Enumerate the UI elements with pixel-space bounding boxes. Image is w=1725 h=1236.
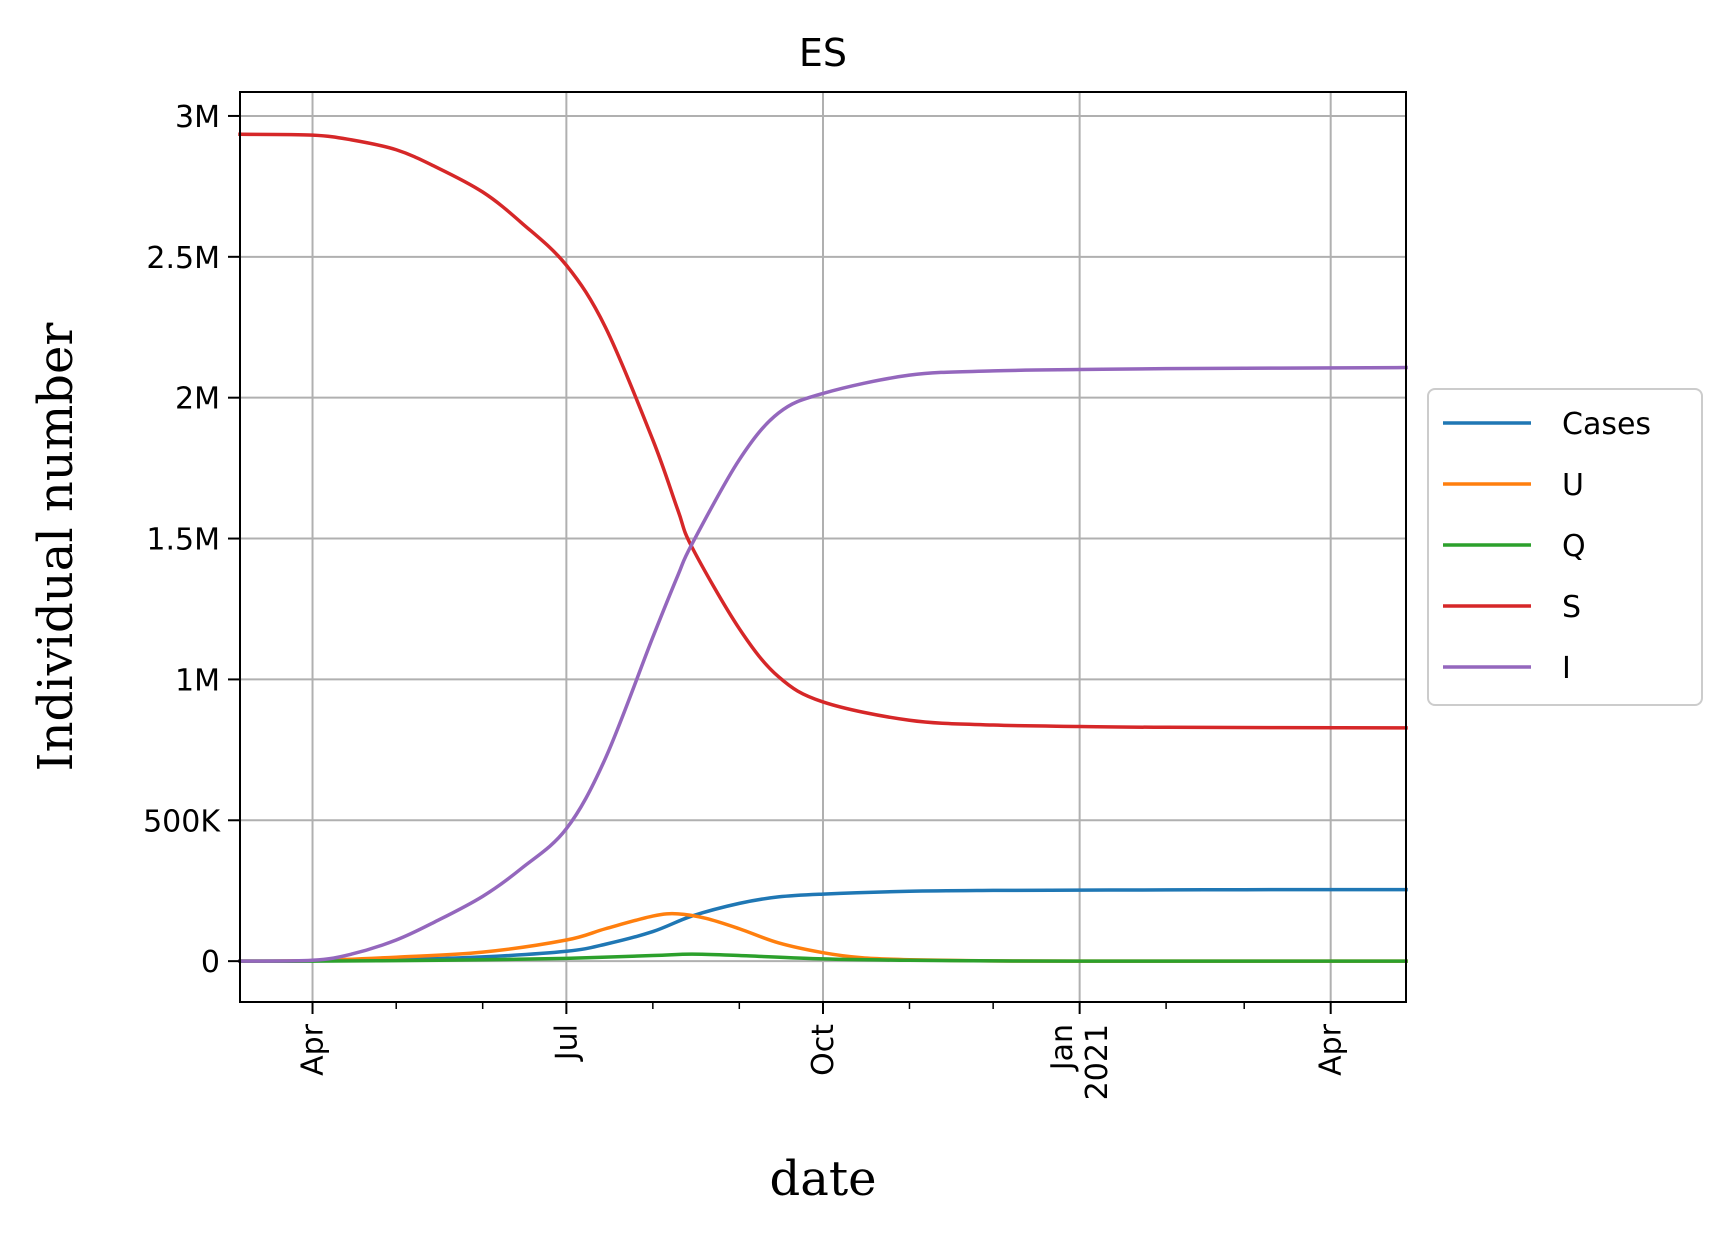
y-tick-label: 500K [143, 804, 221, 839]
y-tick-label: 2M [175, 382, 220, 417]
x-axis-title: date [769, 1151, 876, 1207]
x-tick-label: Apr [1314, 1023, 1349, 1076]
series-lines [238, 132, 1408, 963]
legend-label-i: I [1562, 651, 1571, 686]
legend-box [1427, 388, 1703, 706]
x-tick-label: Oct [806, 1024, 841, 1076]
y-axis-title: Individual number [28, 323, 84, 772]
x-tick-label: Apr [296, 1023, 331, 1076]
y-tick-label: 1M [175, 663, 220, 698]
x-axis: Apr Jul Oct Jan2021 Apr [296, 1002, 1349, 1100]
chart-title: ES [799, 31, 847, 75]
grid [240, 92, 1406, 1002]
series-line-cases [238, 887, 1408, 963]
series-line-s [238, 132, 1408, 730]
legend-label-q: Q [1562, 529, 1586, 564]
series-line-q [238, 952, 1408, 963]
y-tick-label: 2.5M [146, 241, 220, 276]
legend-label-u: U [1562, 468, 1584, 503]
y-tick-label: 3M [175, 100, 220, 135]
legend-label-s: S [1562, 590, 1581, 625]
y-axis: 0 500K 1M 1.5M 2M 2.5M 3M [143, 100, 240, 980]
x-tick-label: Jul [549, 1024, 584, 1062]
y-tick-label: 0 [201, 945, 220, 980]
series-line-i [238, 365, 1408, 963]
y-tick-label: 1.5M [146, 523, 220, 558]
legend-label-cases: Cases [1562, 407, 1651, 442]
x-tick-label: Jan2021 [1045, 1024, 1115, 1100]
